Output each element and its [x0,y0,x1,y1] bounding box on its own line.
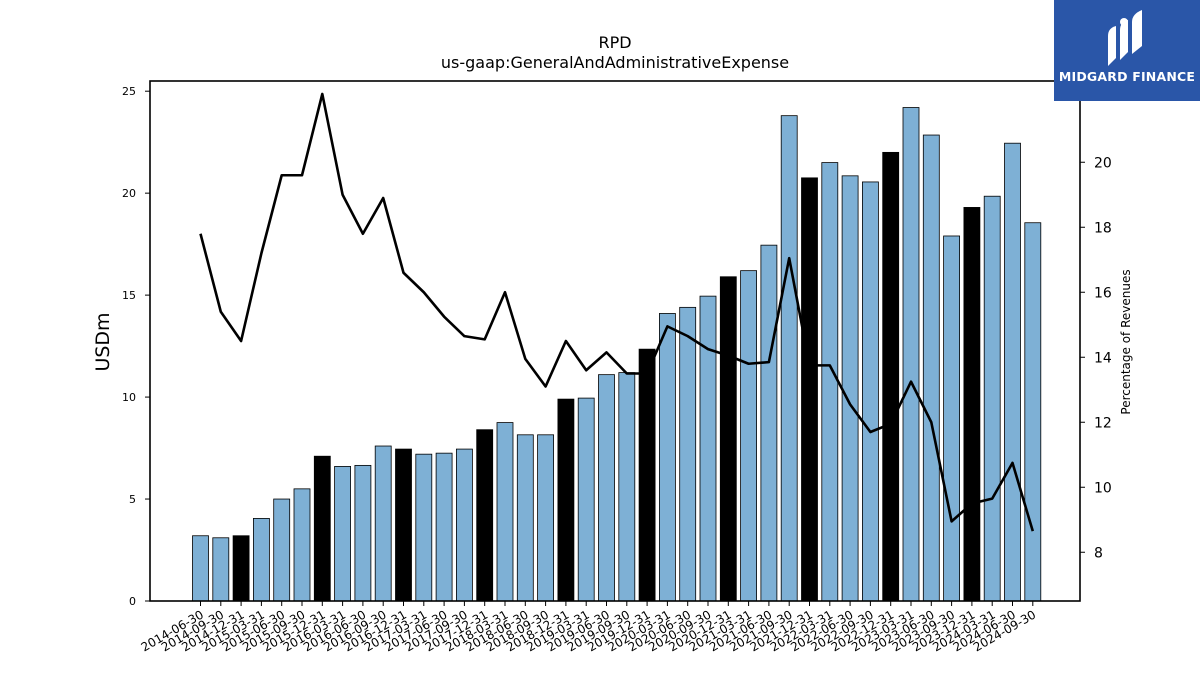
bar-2015-12-31 [313,455,331,602]
y-right-tick-label: 10 [1094,480,1112,496]
y-tick-label: 0 [129,595,136,608]
y-tick-label: 5 [129,493,136,506]
bar-2021-03-31 [740,270,757,602]
bar-2015-09-30 [293,488,311,602]
bar-2018-12-31 [557,398,575,602]
y-axis-label-right: Percentage of Revenues [1119,269,1133,414]
brand-logo: MIDGARD FINANCE [1054,0,1200,101]
bar-2014-09-30 [212,537,230,602]
brand-name: MIDGARD FINANCE [1058,69,1196,84]
y-right-tick-label: 16 [1094,285,1112,301]
bar-2019-03-31 [577,397,595,602]
y-right-tick-label: 14 [1094,350,1112,366]
revenue-percentage-line [199,92,1035,532]
bar-2023-12-31 [963,207,981,602]
plot-frame [149,80,1081,602]
bar-2015-03-31 [252,518,270,602]
bar-2020-12-31 [719,276,737,602]
y-tick-label: 15 [122,289,136,302]
bar-2019-12-31 [638,348,656,602]
x-axis-ticks: 2014-06-302014-09-302014-12-312015-03-31… [139,601,1038,654]
bar-2016-12-31 [395,448,412,602]
y-axis-ticks: 0 5 10 15 20 25 [122,85,150,608]
y-right-tick-label: 18 [1094,220,1112,236]
bar-2017-06-30 [435,452,453,602]
bar-2018-03-31 [496,422,514,602]
bar-2018-06-30 [516,434,534,602]
line-series [199,92,1035,532]
y-tick-label: 10 [122,391,136,404]
bar-2016-06-30 [354,464,372,602]
bar-2024-03-31 [983,195,1001,602]
bar-2023-03-31 [902,107,920,602]
y-axis-ticks-right: 8 10 12 14 16 18 20 [1080,155,1112,561]
y-right-tick-label: 12 [1094,415,1112,431]
bar-2017-12-31 [476,429,494,602]
bar-2014-06-30 [192,535,209,602]
chart-subtitle: us-gaap:GeneralAndAdministrativeExpense [441,53,789,72]
bar-2024-06-30 [1004,142,1021,602]
bar-series [192,107,1042,602]
bar-2019-06-30 [598,374,615,602]
bar-2022-12-31 [882,151,900,602]
y-axis-label: USDm [92,312,114,371]
bar-2014-12-31 [232,535,250,602]
bar-2020-03-31 [659,313,676,602]
bar-2020-09-30 [699,295,717,602]
bar-2016-03-31 [334,466,352,602]
bar-2022-09-30 [862,181,879,602]
bar-2016-09-30 [374,445,392,602]
y-right-tick-label: 8 [1094,545,1103,561]
bar-2022-06-30 [841,175,859,602]
bar-2020-06-30 [679,306,697,602]
bar-2024-09-30 [1024,222,1042,602]
bar-2022-03-31 [821,162,839,602]
bar-2019-09-30 [618,372,636,602]
axes [149,80,1081,602]
y-right-tick-label: 20 [1094,155,1112,171]
bar-2017-03-31 [415,453,433,602]
y-tick-label: 25 [122,85,136,98]
bar-2018-09-30 [537,434,554,602]
bar-2023-09-30 [943,235,960,602]
chart-title: RPD [598,33,631,52]
bar-2021-06-30 [760,244,778,602]
midgard-logo-icon [1108,10,1142,66]
bar-2023-06-30 [922,134,940,602]
bar-2017-09-30 [455,448,473,602]
y-tick-label: 20 [122,187,136,200]
bar-2021-12-31 [801,177,818,602]
bar-2021-09-30 [780,115,798,602]
bar-2015-06-30 [273,498,291,602]
